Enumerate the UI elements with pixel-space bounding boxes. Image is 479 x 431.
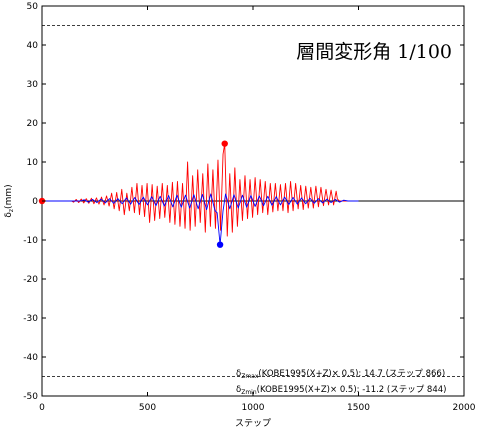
series-line-0 [42,143,359,237]
svg-text:δZmax(KOBE1995(X+Z)× 0.5): 14: δZmax(KOBE1995(X+Z)× 0.5): 14.7 (ステップ 86… [236,369,445,380]
y-tick-label-6: -10 [23,236,38,246]
series-line-1 [42,193,359,246]
y-axis-label-sub: z [8,209,15,212]
legend-zmin-symbol: δ [236,385,241,395]
legend-zmax-text: (KOBE1995(X+Z)× 0.5): 14.7 (ステップ 866) [258,369,445,379]
marker-point-1 [221,140,228,147]
y-axis-label-main: δ [4,212,14,218]
y-tick-label-4: 10 [27,158,39,168]
marker-layer [38,140,228,248]
legend-zmax-sub: Zmax [241,373,259,380]
y-tick-label-9: -40 [23,353,38,363]
y-tick-label-8: -30 [23,314,38,324]
x-tick-label-0: 0 [39,403,45,413]
series-layer [42,143,359,246]
chart-annotation: 層間変形角 1/100 [296,41,452,63]
marker-point-2 [216,241,224,248]
x-tick-label-4: 2000 [453,403,476,413]
y-tick-label-7: -20 [23,275,38,285]
y-tick-label-0: 50 [27,2,39,12]
y-tick-label-2: 30 [27,80,39,90]
y-tick-label-1: 40 [27,41,39,51]
svg-text:δz(mm): δz(mm) [4,184,15,217]
legend-zmax-symbol: δ [236,369,241,379]
x-tick-label-3: 1500 [347,403,370,413]
y-tick-label-3: 20 [27,119,39,129]
legend-zmin-sub: Zmin [241,389,257,396]
legend: δZmax(KOBE1995(X+Z)× 0.5): 14.7 (ステップ 86… [236,369,446,396]
x-tick-label-2: 1000 [242,403,265,413]
y-axis-label-unit: (mm) [4,184,14,209]
x-tick-label-1: 500 [139,403,156,413]
y-tick-label-10: -50 [23,392,38,402]
y-axis-label: δz(mm) [4,184,15,217]
svg-text:δZmin(KOBE1995(X+Z)× 0.5): -1: δZmin(KOBE1995(X+Z)× 0.5): -11.2 (ステップ 8… [236,385,446,396]
x-axis-label: ステップ [235,418,271,429]
y-tick-label-5: 0 [32,197,38,207]
legend-zmin-text: (KOBE1995(X+Z)× 0.5): -11.2 (ステップ 844) [257,385,447,395]
